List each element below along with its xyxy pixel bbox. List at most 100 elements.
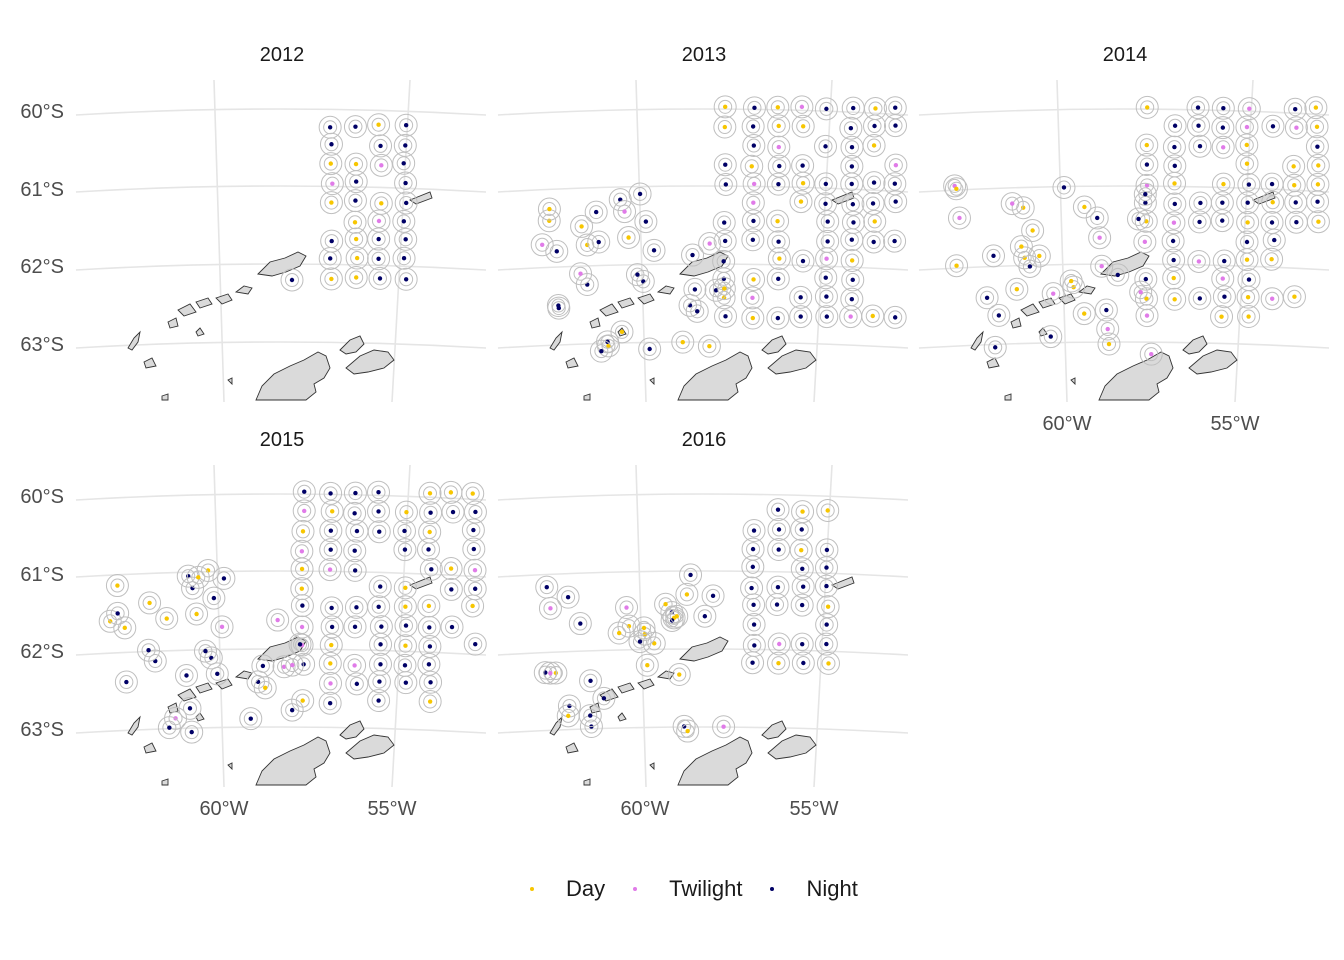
station-point — [427, 699, 433, 704]
station-inner-ring — [396, 214, 411, 229]
station-point — [647, 346, 652, 352]
station-inner-ring — [589, 205, 604, 220]
station-inner-ring — [771, 234, 786, 249]
station-outer-ring — [319, 519, 343, 543]
land-polygon — [549, 715, 563, 736]
station-point — [775, 584, 781, 590]
station-point — [695, 309, 700, 314]
land-polygon — [167, 317, 179, 329]
station-outer-ring — [884, 190, 908, 214]
station-inner-ring — [1167, 140, 1182, 155]
land-polygon — [986, 357, 1000, 369]
station-point — [275, 617, 280, 623]
station-inner-ring — [184, 725, 199, 740]
land-polygon — [656, 285, 675, 295]
station-point — [378, 584, 383, 589]
station-point — [1196, 259, 1202, 264]
station-inner-ring — [771, 140, 786, 155]
station-inner-ring — [325, 176, 340, 191]
station-point — [1221, 181, 1226, 187]
station-inner-ring — [1215, 271, 1230, 286]
station-outer-ring — [319, 152, 343, 176]
station-inner-ring — [980, 290, 995, 305]
station-outer-ring — [981, 244, 1005, 268]
station-point — [1068, 278, 1074, 284]
station-inner-ring — [1193, 195, 1208, 210]
station-inner-ring — [371, 232, 386, 247]
station-point — [1222, 258, 1227, 264]
station-point — [957, 215, 962, 221]
station-point — [823, 144, 828, 149]
station-point — [194, 611, 199, 617]
station-outer-ring — [883, 229, 907, 253]
station-point — [588, 678, 593, 683]
land-polygon — [599, 303, 619, 317]
station-inner-ring — [323, 562, 338, 577]
station-inner-ring — [1017, 250, 1032, 265]
station-point — [402, 547, 408, 552]
station-outer-ring — [113, 616, 137, 640]
station-point — [1172, 201, 1178, 207]
station-outer-ring — [1306, 190, 1330, 214]
station-outer-ring — [767, 247, 791, 271]
y-tick-60s: 60°S — [20, 486, 64, 508]
station-outer-ring — [766, 651, 790, 675]
station-outer-ring — [1210, 305, 1234, 329]
station-outer-ring — [741, 228, 765, 252]
station-point — [710, 593, 716, 599]
station-point — [548, 606, 553, 611]
station-inner-ring — [718, 309, 733, 324]
station-inner-ring — [347, 506, 362, 521]
station-inner-ring — [717, 120, 732, 135]
station-inner-ring — [718, 233, 733, 248]
station-inner-ring — [561, 708, 576, 723]
station-outer-ring — [1187, 249, 1211, 273]
station-inner-ring — [1240, 195, 1255, 210]
station-point — [707, 241, 712, 246]
land-polygon — [761, 335, 787, 355]
station-outer-ring — [944, 177, 968, 201]
station-point — [327, 125, 333, 130]
station-inner-ring — [1265, 195, 1280, 210]
station-inner-ring — [542, 202, 557, 217]
station-point — [749, 164, 754, 169]
station-inner-ring — [952, 210, 967, 225]
station-inner-ring — [258, 680, 273, 695]
station-outer-ring — [628, 182, 652, 206]
longitude-line — [1234, 80, 1254, 402]
station-inner-ring — [1289, 215, 1304, 230]
station-outer-ring — [174, 663, 198, 687]
station-point — [713, 288, 719, 293]
station-inner-ring — [466, 542, 481, 557]
station-point — [824, 256, 829, 261]
station-outer-ring — [367, 689, 391, 713]
station-inner-ring — [294, 581, 309, 596]
station-point — [776, 123, 781, 129]
station-point — [203, 648, 208, 654]
legend-item-twilight: Twilight — [633, 876, 742, 902]
station-point — [352, 663, 357, 668]
station-outer-ring — [212, 566, 236, 590]
station-point — [378, 662, 383, 667]
station-outer-ring — [1133, 182, 1157, 206]
station-point — [354, 275, 359, 280]
station-point — [721, 259, 726, 264]
station-outer-ring — [767, 518, 791, 542]
station-point — [1172, 297, 1177, 302]
station-inner-ring — [323, 696, 338, 711]
station-point — [1222, 294, 1227, 299]
station-inner-ring — [795, 598, 810, 613]
station-inner-ring — [1191, 254, 1206, 269]
station-inner-ring — [1138, 187, 1153, 202]
station-inner-ring — [843, 121, 858, 136]
station-outer-ring — [345, 246, 369, 270]
station-inner-ring — [745, 559, 760, 574]
land-polygon — [1058, 293, 1076, 305]
land-polygon — [649, 762, 655, 771]
station-point — [403, 623, 409, 628]
station-inner-ring — [398, 599, 413, 614]
station-point — [824, 583, 829, 589]
station-inner-ring — [772, 636, 787, 651]
station-inner-ring — [1046, 286, 1061, 301]
station-point — [329, 238, 334, 244]
